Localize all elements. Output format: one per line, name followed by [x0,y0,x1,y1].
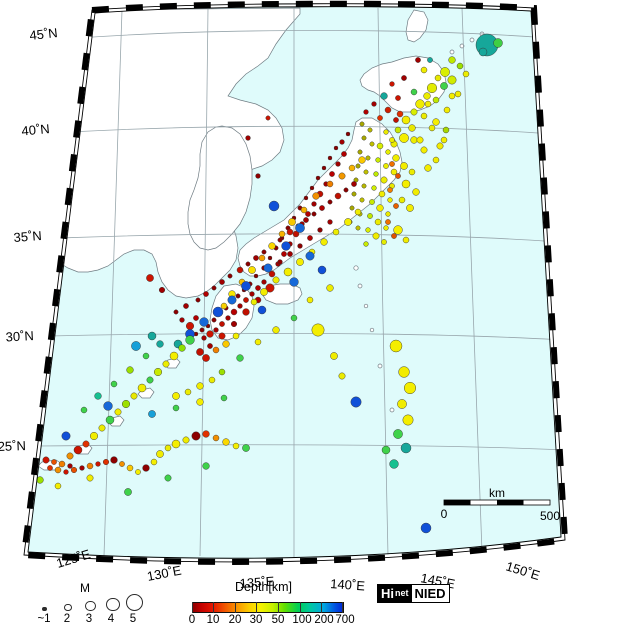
hinet-nied-logo: Hi net NIED [377,584,450,603]
magnitude-symbol-2 [64,603,72,611]
izu-bonin-islands [353,265,395,413]
meridian-140 [377,7,389,557]
magnitude-legend: M ~1 2 3 4 5 [20,582,150,626]
lat-label-25: 25˚N [0,438,26,454]
epicenter-group-outliers [146,115,334,376]
epicenter [493,38,503,48]
magnitude-symbol-5 [126,594,143,611]
net-text: net [395,588,409,598]
meridian-145 [461,7,483,553]
depth-tick-10: 10 [206,614,220,626]
sakhalin [405,9,429,43]
depth-legend: Depth[km] 0 10 20 30 50 100 200 700 [186,580,386,626]
depth-tick-0: 0 [188,614,196,626]
meridian-125 [103,9,123,557]
lat-label-35: 35˚N [13,228,42,245]
depth-tick-700: 700 [335,614,355,626]
magnitude-legend-labels: ~1 2 3 4 5 [20,612,150,626]
magnitude-label-3: 3 [85,613,93,625]
magnitude-symbol-4 [106,597,120,611]
lon-label-135: 135˚E [239,574,275,591]
magnitude-legend-title: M [80,581,90,595]
parallel-45 [77,30,549,39]
epicenter-group-taiwan [36,394,250,496]
lon-label-130: 130˚E [146,563,183,584]
magnitude-label-5: 5 [129,613,137,625]
epicenter-group-middepth [220,156,366,310]
lat-label-30: 30˚N [5,328,34,344]
scalebar-min: 0 [441,507,448,521]
depth-tick-100: 100 [292,614,312,626]
depth-tick-50: 50 [271,614,285,626]
depth-legend-title: Depth[km] [235,580,292,594]
epicenter [478,47,488,57]
scalebar-unit: km [489,486,505,500]
epicenter-group-hokkaido [363,56,470,172]
meridian-130 [199,7,209,557]
magnitude-symbol-1 [42,606,47,611]
depth-tick-20: 20 [228,614,242,626]
hinet-logo-text: Hi net [378,585,411,602]
scalebar [443,499,551,506]
depth-tick-200: 200 [314,614,334,626]
parallel-40 [69,125,553,135]
nied-logo-text: NIED [410,585,449,602]
magnitude-label-2: 2 [63,613,71,625]
magnitude-label-4: 4 [107,613,115,625]
epicenter-group-ryukyu [66,332,240,460]
parallel-35 [59,233,559,243]
lon-label-140: 140˚E [330,576,366,593]
lat-label-45: 45˚N [29,25,59,43]
parallel-25 [37,444,565,451]
korea-peninsula [187,125,253,251]
epicenter-group-izu-bonin [311,57,456,469]
legends: M ~1 2 3 4 5 Depth[km] [0,580,640,626]
lat-label-40: 40˚N [21,121,50,138]
epicenter-layer [36,33,503,534]
hi-text: Hi [381,586,394,601]
magnitude-symbol-3 [85,600,96,611]
depth-legend-labels: 0 10 20 30 50 100 200 700 [188,613,355,627]
depth-tick-30: 30 [249,614,263,626]
magnitude-label-1: ~1 [37,613,51,625]
scalebar-max: 500 [540,509,560,523]
magnitude-legend-symbols [20,594,150,612]
map-frame [20,0,569,565]
axis-labels: 45˚N 40˚N 35˚N 30˚N 25˚N 125˚E 130˚E 135… [0,25,560,593]
depth-colorbar-ticks [192,602,344,613]
epicenter-group-tohoku [347,100,432,247]
